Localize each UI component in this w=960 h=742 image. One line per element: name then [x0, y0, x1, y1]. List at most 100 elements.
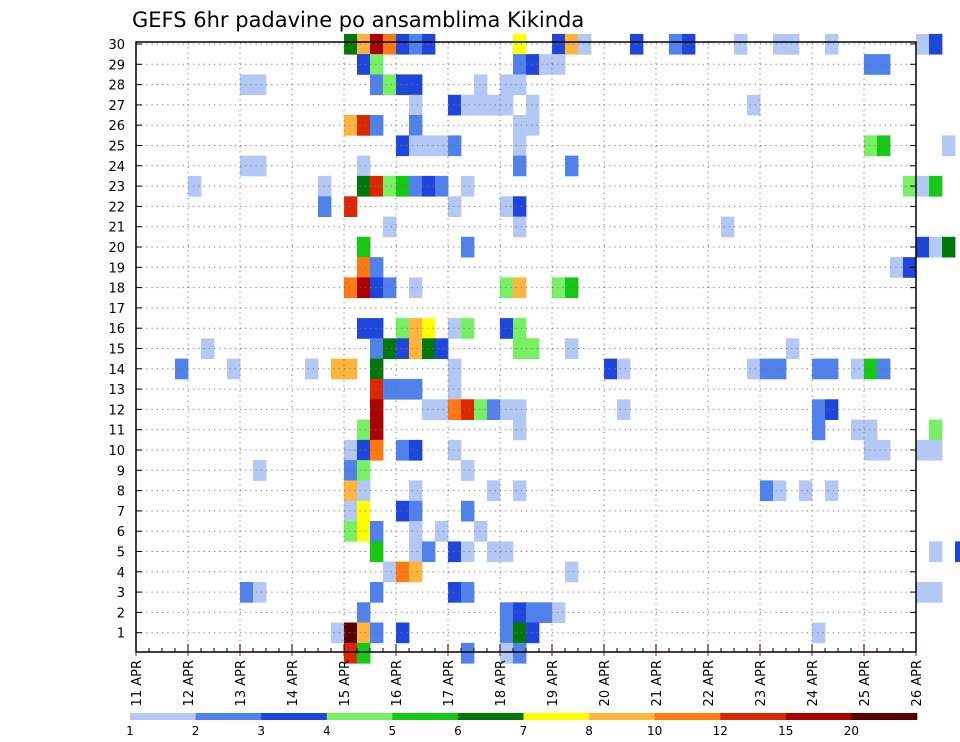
- colorbar-swatch: [589, 713, 655, 720]
- cell-member-13-step-2: [370, 378, 384, 400]
- y-tick-label: 24: [108, 160, 125, 175]
- y-tick-label: 11: [108, 424, 125, 439]
- cell-member-30-step-16: [552, 33, 566, 55]
- cell-member-3-step--7: [253, 582, 267, 603]
- cell-member-6-step-1: [357, 521, 371, 542]
- cell-member-21-step-3: [383, 216, 397, 238]
- cell-member-14-step-37: [825, 358, 839, 380]
- cell-member-22-step-13: [513, 196, 527, 217]
- cell-member-14-step-41: [877, 358, 891, 380]
- cell-member-2-step-1: [357, 602, 371, 623]
- x-tick-label: 26 APR: [910, 660, 925, 706]
- cell-member-16-step-6: [422, 318, 436, 339]
- y-tick-label: 20: [108, 241, 125, 256]
- y-tick-label: 29: [108, 58, 125, 73]
- cell-member-27-step-5: [409, 94, 423, 116]
- cell-member-1-step-2: [370, 622, 384, 644]
- cell-member-12-step-21: [617, 399, 631, 420]
- cell-member-27-step-10: [474, 94, 488, 116]
- cell-member-12-step-11: [487, 399, 501, 420]
- colorbar-swatch: [720, 713, 787, 720]
- cell-member-14-step--13: [175, 358, 189, 380]
- cell-member-21-step-13: [513, 216, 527, 238]
- cell-member-30-step-17: [565, 33, 579, 55]
- cell-member-20-step-1: [357, 236, 371, 258]
- cell-member-18-step-2: [370, 277, 384, 299]
- cell-member-10-step-41: [877, 439, 891, 461]
- cell-member-7-step-5: [409, 500, 423, 522]
- cell-member-7-step-1: [357, 500, 371, 522]
- cell-member-1-step-36: [812, 622, 826, 644]
- cell-member-28-step-2: [370, 74, 384, 96]
- cell-member-30-step-2: [370, 33, 384, 55]
- colorbar-label: 3: [257, 724, 265, 738]
- cell-member-20-step-46: [942, 236, 956, 258]
- cell-member-15-step-4: [396, 338, 410, 359]
- cell-member-19-step-2: [370, 257, 384, 278]
- cell-member-2-step-15: [539, 602, 553, 623]
- colorbar-swatch: [457, 713, 524, 720]
- x-tick-label: 19 APR: [546, 660, 561, 706]
- cell-member-23-step-3: [383, 175, 397, 197]
- colorbar-swatch: [654, 713, 721, 720]
- y-tick-label: 6: [117, 525, 125, 540]
- cell-member-23-step-45: [929, 175, 943, 197]
- x-tick-label: 25 APR: [858, 660, 873, 706]
- colorbar-label: 7: [520, 724, 528, 738]
- cell-member-5-step-9: [461, 541, 475, 563]
- cell-member-12-step-10: [474, 399, 488, 420]
- cell-member-21-step-29: [721, 216, 735, 238]
- cell-member-8-step-13: [513, 480, 527, 502]
- cell-member-12-step-12: [500, 399, 514, 420]
- cell-member-10-step-2: [370, 439, 384, 461]
- cell-member-1-step-14: [526, 622, 540, 644]
- cell-member-30-step-26: [682, 33, 696, 55]
- cell-member-18-step-1: [357, 277, 371, 299]
- cell-member-20-step-45: [929, 236, 943, 258]
- cell-member-30-step-4: [396, 33, 410, 55]
- cell-member-15-step-7: [435, 338, 449, 359]
- cell-member-30-step-30: [734, 33, 748, 55]
- y-tick-label: 22: [108, 200, 125, 215]
- x-tick-label: 18 APR: [494, 660, 509, 706]
- cell-member-22-step-12: [500, 196, 514, 217]
- cell-member-23-step-7: [435, 175, 449, 197]
- cell-member-5-step-12: [500, 541, 514, 563]
- cell-member-23-step-44: [916, 175, 930, 197]
- cell-member-16-step-1: [357, 318, 371, 339]
- cell-member-4-step-5: [409, 561, 423, 583]
- colorbar-label: 15: [778, 724, 793, 738]
- cell-member-1-step-12: [500, 622, 514, 644]
- cell-member-6-step-5: [409, 521, 423, 542]
- y-tick-label: 8: [117, 485, 125, 500]
- x-tick-label: 21 APR: [650, 660, 665, 706]
- cell-member-29-step-15: [539, 54, 553, 75]
- colorbar-swatch: [130, 713, 196, 720]
- cell-member-11-step-40: [864, 419, 878, 441]
- cell-member-8-step-35: [799, 480, 813, 502]
- colorbar-swatch: [523, 713, 590, 720]
- x-tick-label: 22 APR: [702, 660, 717, 706]
- y-tick-label: 2: [117, 606, 125, 621]
- cell-member-1-step-1: [357, 622, 371, 644]
- cell-member-5-step-8: [448, 541, 462, 563]
- cell-member-29-step-16: [552, 54, 566, 75]
- cell-member-16-step-4: [396, 318, 410, 339]
- cell-member-4-step-17: [565, 561, 579, 583]
- cell-member-1-step-13: [513, 622, 527, 644]
- cell-member-14-step-2: [370, 358, 384, 380]
- cell-member-24-step--8: [240, 155, 254, 177]
- y-tick-label: 23: [108, 180, 125, 195]
- x-tick-label: 24 APR: [806, 660, 821, 706]
- cell-member-24-step-13: [513, 155, 527, 177]
- cell-member-6-step-7: [435, 521, 449, 542]
- cell-member-0-step-12: [500, 642, 514, 664]
- cell-member-29-step-13: [513, 54, 527, 75]
- cell-member-19-step-42: [890, 257, 904, 278]
- cell-member-30-step-44: [916, 33, 930, 55]
- y-tick-label: 18: [108, 282, 125, 297]
- cell-member-9-step--7: [253, 460, 267, 481]
- cell-member-14-step-40: [864, 358, 878, 380]
- cell-member-3-step-9: [461, 582, 475, 603]
- cell-member-29-step-1: [357, 54, 371, 75]
